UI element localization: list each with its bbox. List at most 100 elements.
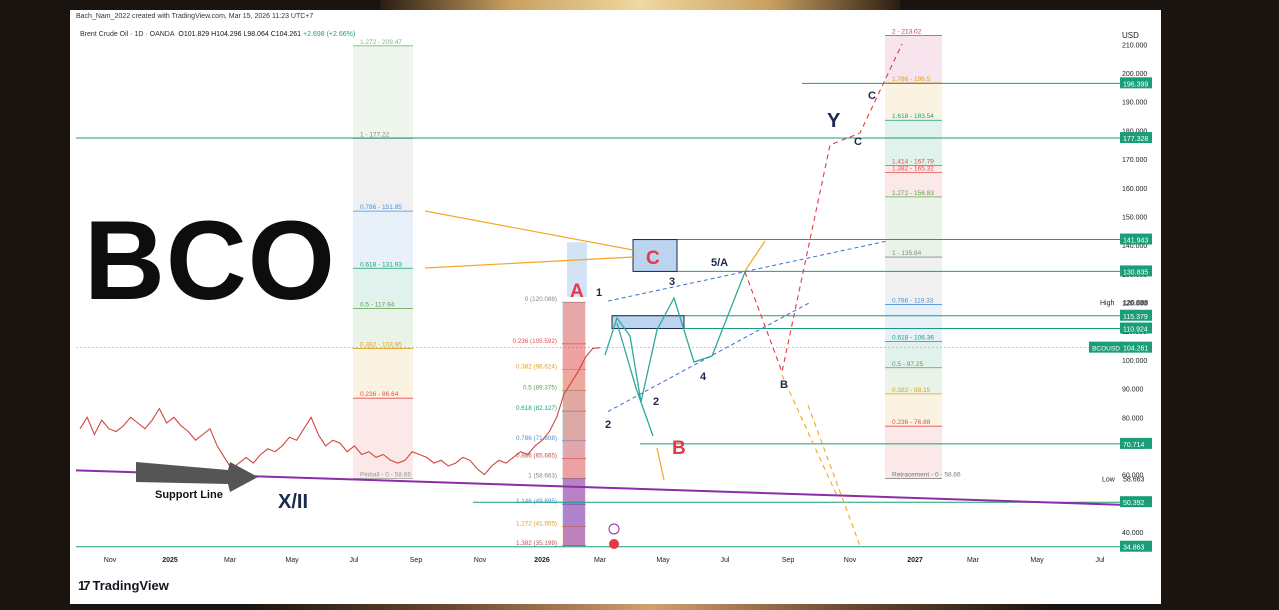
x-tick-label: 2026	[534, 557, 550, 564]
change-value: +2.698 (+2.66%)	[303, 31, 356, 38]
fib-right-label: 1.786 - 196.5	[892, 76, 931, 83]
fib-right-label: 1.618 - 183.54	[892, 113, 934, 120]
x-tick-label: Nov	[104, 557, 117, 564]
wave-label: Y	[827, 110, 841, 132]
fib-left-label: 1 - 177.22	[360, 131, 390, 138]
fib-right-label: 0.382 - 88.15	[892, 387, 931, 394]
price-tag-bg	[1120, 341, 1152, 353]
wave-c-box	[632, 239, 678, 272]
y-tick-label: 150.000	[1122, 214, 1147, 221]
fib-left-label: 0.5 - 117.94	[360, 301, 395, 308]
wave-down-path	[616, 322, 654, 437]
price-tag-bg	[1120, 540, 1152, 552]
price-tag-label: 70.714	[1123, 442, 1145, 449]
wave-label: 4	[700, 371, 707, 383]
fib-right-label: 0.786 - 119.33	[892, 297, 934, 304]
x-tick-label: 2025	[162, 557, 178, 564]
orange-down-arrow	[656, 447, 665, 481]
fib-mid-label: 1.382 (35.199)	[516, 540, 557, 547]
fib-right-label: 1.414 - 167.79	[892, 158, 934, 165]
fib-right-zone	[885, 172, 942, 197]
support-line-label: Support Line	[155, 489, 223, 501]
fib-right-zone	[885, 341, 942, 368]
wave-a-label-bg	[567, 242, 587, 297]
fib-left-label: 0.786 - 151.85	[360, 204, 402, 211]
fib-mid-label: 0.236 (105.592)	[513, 338, 557, 345]
fib-mid-label: 0.886 (65.665)	[516, 452, 557, 459]
wave-label: 3	[669, 276, 675, 288]
price-tag-bg	[1120, 233, 1152, 245]
y-tick-label: 60.000	[1122, 473, 1144, 480]
channel-bottom-line	[607, 302, 811, 412]
flag-event-icon	[609, 539, 619, 549]
fib-right-zone	[885, 165, 942, 173]
fib-right-label: 1 - 135.84	[892, 250, 922, 257]
low-value: L98.064	[243, 31, 269, 38]
x-tick-label: May	[656, 557, 670, 564]
y-tick-label: 90.000	[1122, 387, 1144, 394]
x-tick-label: Nov	[844, 557, 857, 564]
low-value: 58.663	[1123, 476, 1145, 483]
fib-right-label: 0.618 - 106.36	[892, 335, 934, 342]
fib-right-label: 1.272 - 156.83	[892, 190, 934, 197]
x-tick-label: Mar	[594, 557, 607, 564]
x-tick-label: 2027	[907, 557, 923, 564]
x-tick-label: Jul	[721, 557, 730, 564]
x-tick-label: Jul	[1096, 557, 1105, 564]
fib-right-zone	[885, 196, 942, 258]
chart-frame: Bach_Nam_2022 created with TradingView.c…	[70, 10, 1161, 604]
fib-right-label: 0.236 - 76.88	[892, 419, 931, 426]
price-tag-bg	[1120, 496, 1152, 508]
tradingview-logo[interactable]: 17 TradingView	[78, 578, 169, 593]
y-tick-label: 170.000	[1122, 157, 1147, 164]
wave-projection-path	[604, 271, 746, 403]
x-tick-label: Nov	[474, 557, 487, 564]
y-tick-label: 120.000	[1122, 301, 1147, 308]
fib-right-label: 1.382 - 165.32	[892, 165, 934, 172]
fib-mid-label: 1.146 (49.695)	[516, 498, 557, 505]
fib-left-label: 0.618 - 131.93	[360, 261, 402, 268]
price-series-line	[79, 347, 601, 476]
x-tick-label: Sep	[410, 557, 423, 564]
orange-path-2	[807, 404, 861, 547]
price-tag-bg	[1120, 437, 1152, 449]
fib-right-zone	[885, 393, 942, 427]
price-tag-label: 50.392	[1123, 500, 1145, 507]
price-tag-label: 110.924	[1123, 327, 1148, 334]
target-box	[611, 315, 685, 330]
fib-mid-label: 0.786 (71.808)	[516, 435, 557, 442]
symbol-info: Brent Crude Oil · 1D · OANDA O101.829 H1…	[80, 31, 355, 38]
fib-left-zone	[353, 348, 413, 399]
price-tag-label: 177.328	[1123, 136, 1148, 143]
price-tag-bg	[1120, 265, 1152, 277]
wave-label: B	[672, 438, 686, 459]
wave-label: A	[570, 281, 584, 302]
fib-mid-label: 0.5 (89.375)	[523, 384, 557, 391]
fib-left-label: 0.236 - 86.64	[360, 391, 399, 398]
background-top-glow	[380, 0, 900, 10]
y-tick-label: 190.000	[1122, 100, 1147, 107]
fib-right-zone	[885, 367, 942, 394]
wave-a-purple-bar	[563, 478, 585, 546]
wave-label: 2	[605, 419, 611, 431]
orange-up-arrow	[744, 240, 766, 272]
wave-label: C	[646, 248, 660, 269]
price-tag-label: 130.835	[1123, 269, 1148, 276]
lightning-event-icon	[608, 523, 620, 535]
currency-label: USD	[1122, 31, 1139, 40]
y-tick-label: 140.000	[1122, 243, 1147, 250]
price-tag-label: 196.399	[1123, 81, 1148, 88]
price-tag-label: 141.943	[1123, 238, 1148, 245]
price-tag-bg	[1120, 309, 1152, 321]
orange-pointer-1	[424, 210, 634, 251]
fib-left-label: Pinball - 0 - 58.66	[360, 471, 411, 478]
y-tick-label: 180.000	[1122, 128, 1147, 135]
y-tick-label: 210.000	[1122, 42, 1147, 49]
chart-svg[interactable]: 1.272 - 209.47 1 - 177.22 0.786 - 151.85 0.…	[70, 10, 1161, 604]
x-tick-label: Mar	[967, 557, 980, 564]
x-tick-label: Jul	[350, 557, 359, 564]
fib-left-zone	[353, 211, 413, 269]
fib-mid-label: 1 (58.663)	[528, 472, 557, 479]
price-tag-bg	[1120, 132, 1152, 144]
orange-path-1	[781, 374, 839, 499]
